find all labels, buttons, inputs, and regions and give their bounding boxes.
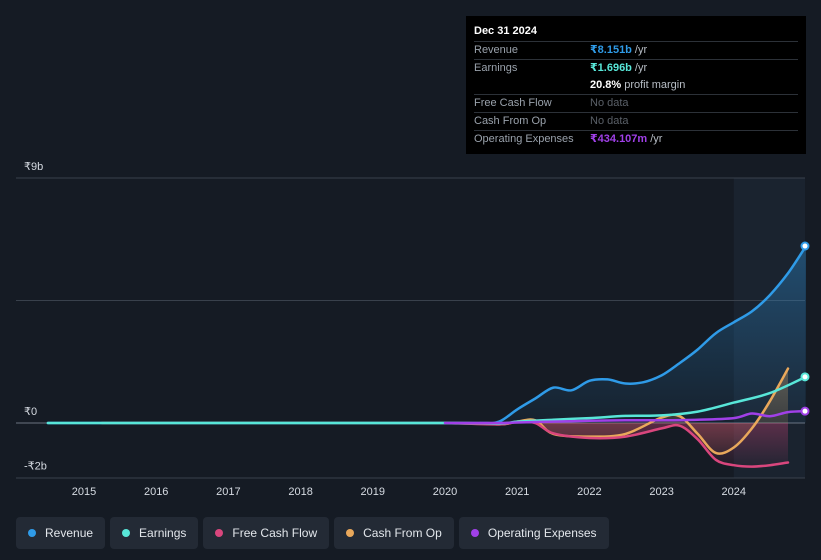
legend-item-operating-expenses[interactable]: Operating Expenses: [458, 517, 609, 549]
tooltip-label: Cash From Op: [474, 115, 547, 127]
tooltip-value: ₹434.107m: [590, 133, 648, 145]
tooltip-row-cfo: Cash From Op No data: [474, 112, 798, 130]
legend-label: Free Cash Flow: [232, 526, 318, 540]
x-tick-label: 2023: [649, 486, 673, 498]
legend-label: Operating Expenses: [487, 526, 597, 540]
series-fills: [47, 246, 806, 467]
legend-dot-icon: [346, 529, 355, 537]
tooltip-value: 20.8%: [590, 79, 622, 91]
tooltip-row-earnings: Earnings ₹1.696b /yr: [474, 59, 798, 77]
x-tick-label: 2018: [288, 486, 312, 498]
tooltip-unit: /yr: [634, 62, 648, 74]
tooltip-value: No data: [590, 97, 629, 109]
tooltip-unit: /yr: [650, 133, 663, 145]
legend-dot-icon: [215, 529, 224, 537]
x-axis-ticks: 2015 2016 2017 2018 2019 2020 2021 2022 2023 2024: [72, 486, 746, 498]
tooltip-label: Free Cash Flow: [474, 97, 552, 109]
legend-item-earnings[interactable]: Earnings: [110, 517, 199, 549]
x-tick-label: 2019: [361, 486, 385, 498]
legend-dot-icon: [122, 529, 131, 537]
legend-label: Earnings: [139, 526, 187, 540]
tooltip-unit: /yr: [634, 44, 648, 56]
legend-dot-icon: [470, 529, 479, 537]
tooltip-row-opex: Operating Expenses ₹434.107m /yr: [474, 130, 798, 148]
x-tick-label: 2017: [216, 486, 240, 498]
x-tick-label: 2016: [144, 486, 168, 498]
x-tick-label: 2021: [505, 486, 529, 498]
x-tick-label: 2015: [72, 486, 96, 498]
legend-dot-icon: [28, 529, 36, 537]
y-tick-label: ₹0: [24, 406, 37, 418]
tooltip-date: Dec 31 2024: [474, 25, 537, 37]
x-tick-label: 2020: [433, 486, 457, 498]
legend-label: Cash From Op: [363, 526, 442, 540]
y-tick-label: -₹2b: [24, 460, 47, 472]
tooltip-label: Operating Expenses: [474, 133, 574, 145]
tooltip-row-revenue: Revenue ₹8.151b /yr: [474, 41, 798, 59]
operating-expenses-end-marker: [800, 406, 810, 416]
revenue-area: [47, 246, 806, 424]
tooltip-unit: profit margin: [624, 79, 686, 91]
tooltip-value: ₹8.151b: [590, 44, 632, 56]
operating-expenses-line: [443, 409, 808, 425]
free-cash-flow-area: [445, 421, 788, 467]
hover-tooltip: Dec 31 2024 Revenue ₹8.151b /yr Earnings…: [466, 16, 806, 154]
y-axis-ticks: ₹9b ₹0 -₹2b: [24, 161, 47, 472]
tooltip-value: ₹1.696b: [590, 62, 632, 74]
earnings-line: [46, 375, 808, 425]
legend-item-cash-from-op[interactable]: Cash From Op: [334, 517, 454, 549]
y-tick-label: ₹9b: [24, 161, 43, 173]
earnings-end-marker: [800, 372, 810, 382]
gridlines: [16, 177, 805, 479]
legend-label: Revenue: [45, 526, 94, 540]
tooltip-value: No data: [590, 115, 629, 127]
chart: ₹9b₹0-₹2b 2015 2016 2017 2018 2019 2020 2021 20…: [16, 161, 810, 498]
x-tick-label: 2022: [577, 486, 601, 498]
end-markers: [800, 241, 810, 416]
tooltip-row-fcf: Free Cash Flow No data: [474, 94, 798, 112]
tooltip-label: Earnings: [474, 62, 518, 74]
tooltip-label: Revenue: [474, 44, 519, 56]
legend-item-free-cash-flow[interactable]: Free Cash Flow: [203, 517, 330, 549]
legend-item-revenue[interactable]: Revenue: [16, 517, 106, 549]
series-lines: [46, 244, 808, 468]
x-tick-label: 2024: [722, 486, 746, 498]
legend: Revenue Earnings Free Cash Flow Cash Fro…: [16, 517, 614, 549]
revenue-end-marker: [800, 241, 810, 251]
tooltip-row-margin: 20.8% profit margin: [474, 77, 798, 94]
